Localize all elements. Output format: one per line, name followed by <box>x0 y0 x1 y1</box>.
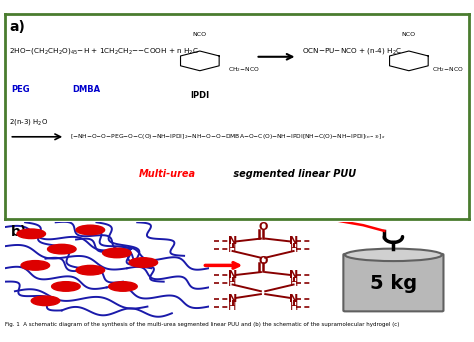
Ellipse shape <box>109 282 137 291</box>
Ellipse shape <box>31 296 60 306</box>
Text: c): c) <box>325 225 340 239</box>
Ellipse shape <box>76 265 105 275</box>
Text: H: H <box>290 278 298 288</box>
Text: segmented linear PUU: segmented linear PUU <box>230 169 356 179</box>
Text: Multi-urea: Multi-urea <box>139 169 196 179</box>
Ellipse shape <box>102 248 131 258</box>
Text: b): b) <box>11 225 27 239</box>
Text: 5 kg: 5 kg <box>370 274 417 293</box>
Text: O: O <box>258 255 268 266</box>
Text: CH$_2$$-$NCO: CH$_2$$-$NCO <box>432 65 464 74</box>
Text: H: H <box>228 244 237 254</box>
Text: IPDI: IPDI <box>190 91 210 100</box>
Text: CH$_2$$-$NCO: CH$_2$$-$NCO <box>228 65 259 74</box>
Ellipse shape <box>52 282 80 291</box>
Text: H: H <box>290 244 298 254</box>
Text: N: N <box>289 270 298 280</box>
Ellipse shape <box>76 225 105 235</box>
Text: 2(n-3) H$_2$O: 2(n-3) H$_2$O <box>9 117 49 128</box>
Text: PEG: PEG <box>12 85 30 94</box>
Text: Fig. 1  A schematic diagram of the synthesis of the multi-urea segmented linear : Fig. 1 A schematic diagram of the synthe… <box>5 321 399 327</box>
Ellipse shape <box>345 249 442 261</box>
Text: [$-$NH$-$O$-$O$-$PEG$-$O$-$C(O)$-$NH$-$IPDI$]_2$$-$NH$-$O$-$O$-$DMBA$-$O$-$C(O)$: [$-$NH$-$O$-$O$-$PEG$-$O$-$C(O)$-$NH$-$I… <box>70 133 385 141</box>
Text: N: N <box>228 294 237 304</box>
Text: OCN$-$PU$-$NCO + (n-4) H$_2$C: OCN$-$PU$-$NCO + (n-4) H$_2$C <box>302 45 402 56</box>
Ellipse shape <box>17 229 46 239</box>
Text: NCO: NCO <box>402 32 416 37</box>
Text: H: H <box>228 302 237 312</box>
FancyBboxPatch shape <box>343 254 444 311</box>
Text: N: N <box>289 236 298 247</box>
Text: O: O <box>258 222 268 232</box>
Ellipse shape <box>47 244 76 254</box>
Text: H: H <box>290 302 298 312</box>
Ellipse shape <box>21 261 50 270</box>
Text: N: N <box>228 270 237 280</box>
Text: a): a) <box>9 20 25 34</box>
Text: N: N <box>289 294 298 304</box>
Text: N: N <box>228 236 237 247</box>
Text: NCO: NCO <box>193 32 207 37</box>
Text: H: H <box>228 278 237 288</box>
Ellipse shape <box>129 258 157 267</box>
Text: 2HO$-$(CH$_2$CH$_2$O)$_{45}$$-$H + 1CH$_2$CH$_2$$-$$-$COOH + n H$_2$C: 2HO$-$(CH$_2$CH$_2$O)$_{45}$$-$H + 1CH$_… <box>9 45 200 56</box>
Text: DMBA: DMBA <box>72 85 100 94</box>
